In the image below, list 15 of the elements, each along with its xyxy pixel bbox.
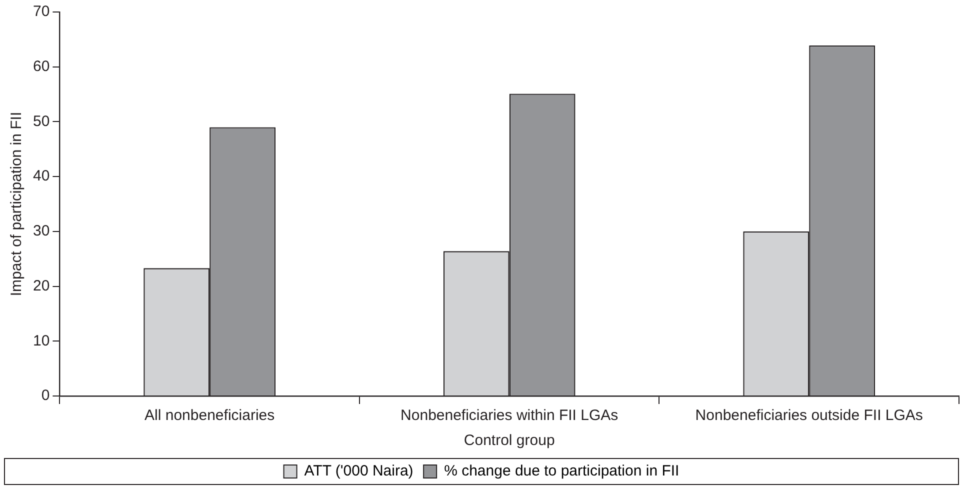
y-tick-label: 40: [32, 168, 50, 185]
y-tick-label: 70: [32, 3, 50, 20]
y-tick-label: 30: [32, 222, 50, 240]
legend-label: ATT ('000 Naira): [304, 462, 414, 480]
y-tick-label: 20: [32, 277, 50, 294]
x-tick-label: Nonbeneficiaries within FII LGAs: [400, 407, 618, 424]
y-tick-label: 50: [32, 112, 50, 130]
x-tick-label: All nonbeneficiaries: [144, 407, 275, 424]
x-tick-label: Nonbeneficiaries outside FII LGAs: [695, 407, 923, 424]
y-tick-label: 60: [32, 58, 50, 75]
y-tick-label: 0: [41, 387, 50, 404]
legend-label: % change due to participation in FII: [444, 462, 680, 480]
y-tick-label: 10: [32, 332, 50, 350]
x-axis-title: Control group: [464, 432, 555, 450]
y-axis-title: Impact of participation in FII: [8, 112, 26, 296]
